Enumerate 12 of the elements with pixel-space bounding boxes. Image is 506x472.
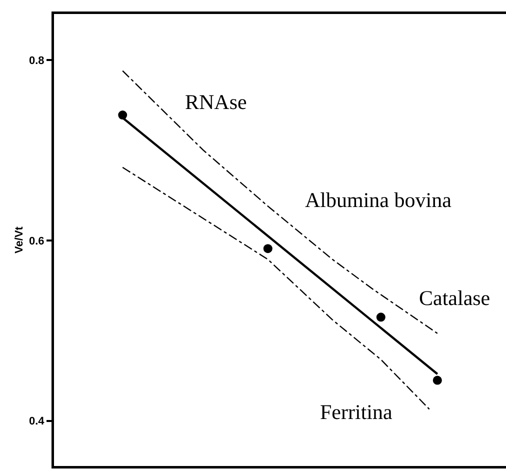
point (432, 376, 442, 385)
point (263, 244, 272, 254)
annotation: Ferritina (320, 400, 393, 424)
point (376, 312, 386, 322)
annotation: RNAse (185, 90, 247, 114)
y-tick-label: 0.6 (29, 235, 44, 248)
annotation: Catalase (419, 286, 490, 310)
y-axis-title: Ve/Vt (13, 226, 26, 254)
y-tick-label: 0.4 (29, 416, 46, 428)
point (118, 110, 128, 120)
y-tick-label: 0.8 (29, 54, 44, 67)
annotation: Albumina bovina (305, 188, 452, 212)
